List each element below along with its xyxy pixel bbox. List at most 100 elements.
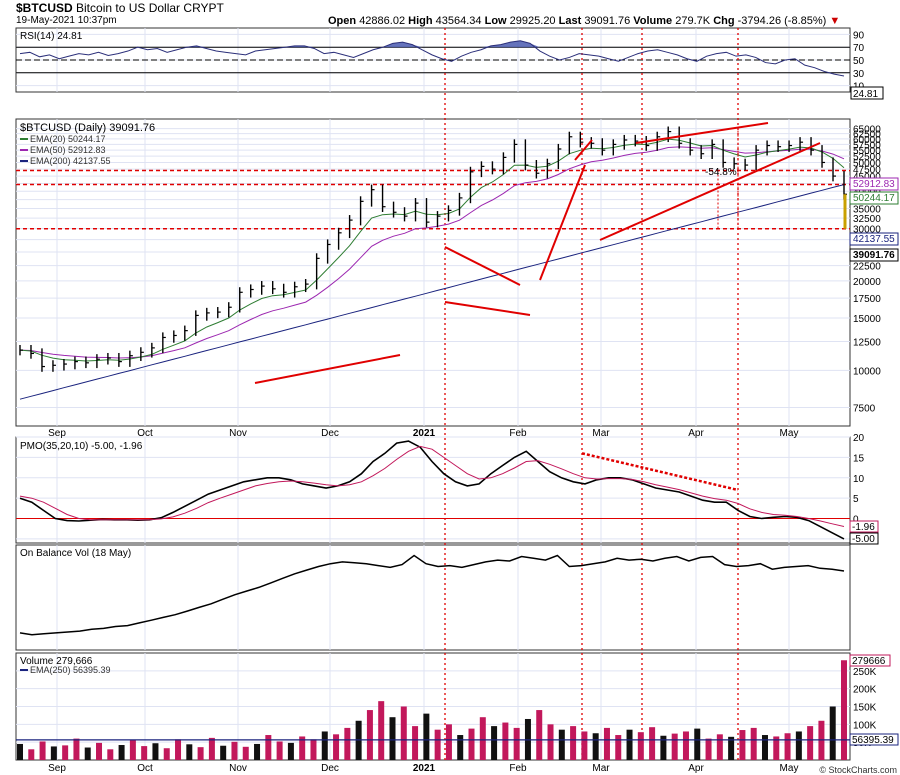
volume-bar <box>536 710 543 760</box>
rsi-title: RSI(14) 24.81 <box>20 31 83 42</box>
volume-bar <box>254 743 261 760</box>
volume-bar <box>434 729 441 760</box>
panel-frame-pmo <box>15 436 851 544</box>
price-tick-label: 20000 <box>853 277 881 288</box>
volume-bar <box>660 735 667 760</box>
pmo-tag-box <box>849 520 879 533</box>
high-value: 43564.34 <box>435 15 482 27</box>
pmo-signal-line <box>19 445 845 527</box>
rsi-tick-label: 30 <box>853 69 865 80</box>
price-tag: 39091.76 <box>853 250 895 261</box>
rsi-tick-label: 50 <box>853 56 865 67</box>
last-value: 39091.76 <box>584 15 631 27</box>
volume-bar <box>716 734 723 760</box>
price-tick-label: 10000 <box>853 366 881 377</box>
volume-bar <box>705 738 712 760</box>
price-tick-label: 65000 <box>853 125 881 136</box>
volume-legend: EMA(250) 56395.39 <box>30 665 111 675</box>
obv-title: On Balance Vol (18 May) <box>20 548 131 559</box>
volume-bar <box>242 746 249 760</box>
chg-label: Chg <box>713 15 735 27</box>
volume-value: 279.7K <box>675 15 711 27</box>
volume-last-value: 279666 <box>852 656 886 667</box>
volume-bar <box>310 739 317 760</box>
volume-bar <box>739 730 746 760</box>
volume-bar <box>581 731 588 760</box>
rsi-tick-label: 90 <box>853 30 865 41</box>
volume-ema-value: 56395.39 <box>852 735 894 746</box>
volume-bar <box>276 741 283 760</box>
price-title: $BTCUSD (Daily) 39091.76 <box>20 122 155 134</box>
volume-bar <box>208 737 215 760</box>
price-tick-label: 47500 <box>853 165 881 176</box>
volume-bar <box>175 739 182 760</box>
trendline <box>599 142 821 241</box>
rsi-last-box <box>850 86 884 100</box>
volume-bar <box>220 745 227 760</box>
drawdown-annotation: -54.8% <box>705 167 737 178</box>
volume-bar <box>39 741 46 760</box>
volume-bar <box>637 732 644 760</box>
volume-bar <box>626 729 633 760</box>
volume-bar <box>773 736 780 760</box>
x-tick-label: May <box>780 428 799 439</box>
price-tick-label: 22500 <box>853 262 881 273</box>
trendline <box>635 122 769 144</box>
chart-header: $BTCUSD Bitcoin to US Dollar CRYPT <box>16 1 224 15</box>
panel-frame-price <box>15 118 851 427</box>
price-tick-label: 60000 <box>853 135 881 146</box>
volume-bar <box>649 727 656 760</box>
volume-bar <box>807 726 814 760</box>
volume-bar <box>412 726 419 760</box>
x-tick-label: Oct <box>137 763 153 774</box>
rsi-line <box>19 40 845 77</box>
price-tick-label: 35000 <box>853 205 881 216</box>
x-tick-label: Mar <box>592 428 610 439</box>
vol-tag-box <box>849 654 891 667</box>
x-tick-label: Apr <box>688 428 704 439</box>
pmo-tag-box <box>849 532 879 545</box>
volume-bar <box>829 706 836 760</box>
ema20-line <box>19 138 845 362</box>
pmo-tick-label: 15 <box>853 453 865 464</box>
exchange: CRYPT <box>183 1 224 15</box>
trendline <box>574 139 593 161</box>
price-tick-label: 62500 <box>853 130 881 141</box>
pmo-tick-label: 20 <box>853 433 865 444</box>
high-label: High <box>408 15 433 27</box>
volume-bar <box>389 717 396 760</box>
volume-bar <box>445 724 452 760</box>
pmo-signal-value: -1.96 <box>852 522 875 533</box>
volume-bar <box>366 710 373 760</box>
x-tick-label: Feb <box>509 428 527 439</box>
volume-bar <box>287 742 294 760</box>
low-label: Low <box>484 15 507 27</box>
legend-0: EMA(20) 50244.17 <box>30 134 106 144</box>
price-tick-label: 30000 <box>853 224 881 235</box>
volume-bar <box>400 706 407 760</box>
volume-bar <box>682 731 689 760</box>
legend-2: EMA(200) 42137.55 <box>30 156 111 166</box>
x-tick-label: 2021 <box>413 428 436 439</box>
volume-label: Volume <box>633 15 673 27</box>
open-label: Open <box>328 15 357 27</box>
pmo-tick-label: 10 <box>853 474 865 485</box>
price-tag-box <box>849 248 899 262</box>
x-tick-label: Nov <box>229 428 247 439</box>
volume-bar <box>17 743 23 760</box>
ema200-line <box>19 184 845 400</box>
price-tag: 52912.83 <box>853 179 895 190</box>
volume-bar <box>50 746 57 760</box>
volume-bar <box>152 743 159 760</box>
x-tick-label: May <box>780 763 799 774</box>
volume-bar <box>129 740 136 760</box>
vol-tag-box <box>849 733 899 746</box>
pmo-tick-label: 0 <box>853 515 859 526</box>
volume-bar <box>28 749 35 760</box>
volume-bar <box>141 746 148 760</box>
volume-title: Volume 279,666 <box>20 656 93 667</box>
volume-bar <box>547 724 554 760</box>
x-tick-label: Nov <box>229 763 247 774</box>
pmo-value: -5.00 <box>852 534 875 545</box>
